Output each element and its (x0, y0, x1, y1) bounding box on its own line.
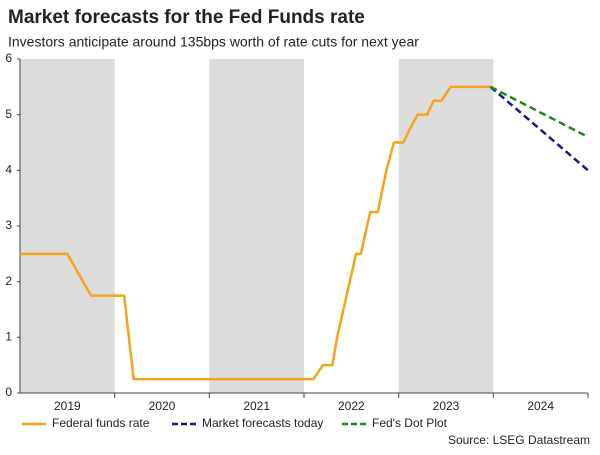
source: Source: LSEG Datastream (448, 433, 590, 447)
y-tick-label: 5 (5, 107, 12, 121)
chart-subtitle: Investors anticipate around 135bps worth… (8, 34, 419, 50)
chart-title: Market forecasts for the Fed Funds rate (8, 7, 365, 28)
y-tick-label: 2 (5, 274, 12, 288)
year-band (20, 59, 115, 393)
year-band (209, 59, 304, 393)
year-band (398, 59, 494, 393)
x-tick-label: 2024 (527, 399, 554, 413)
x-tick-label: 2020 (149, 399, 176, 413)
y-tick-label: 6 (5, 51, 12, 65)
x-tick-label: 2023 (433, 399, 460, 413)
legend-label: Fed's Dot Plot (372, 416, 448, 430)
x-tick-label: 2021 (243, 399, 270, 413)
y-tick-label: 1 (5, 330, 12, 344)
series-line (489, 85, 589, 139)
y-tick-label: 3 (5, 218, 12, 232)
legend-label: Federal funds rate (52, 416, 150, 430)
series-line (20, 85, 491, 381)
y-tick-label: 4 (5, 163, 12, 177)
legend-label: Market forecasts today (202, 416, 323, 430)
x-tick-label: 2022 (338, 399, 365, 413)
y-tick-label: 0 (5, 385, 12, 399)
x-tick-label: 2019 (54, 399, 81, 413)
